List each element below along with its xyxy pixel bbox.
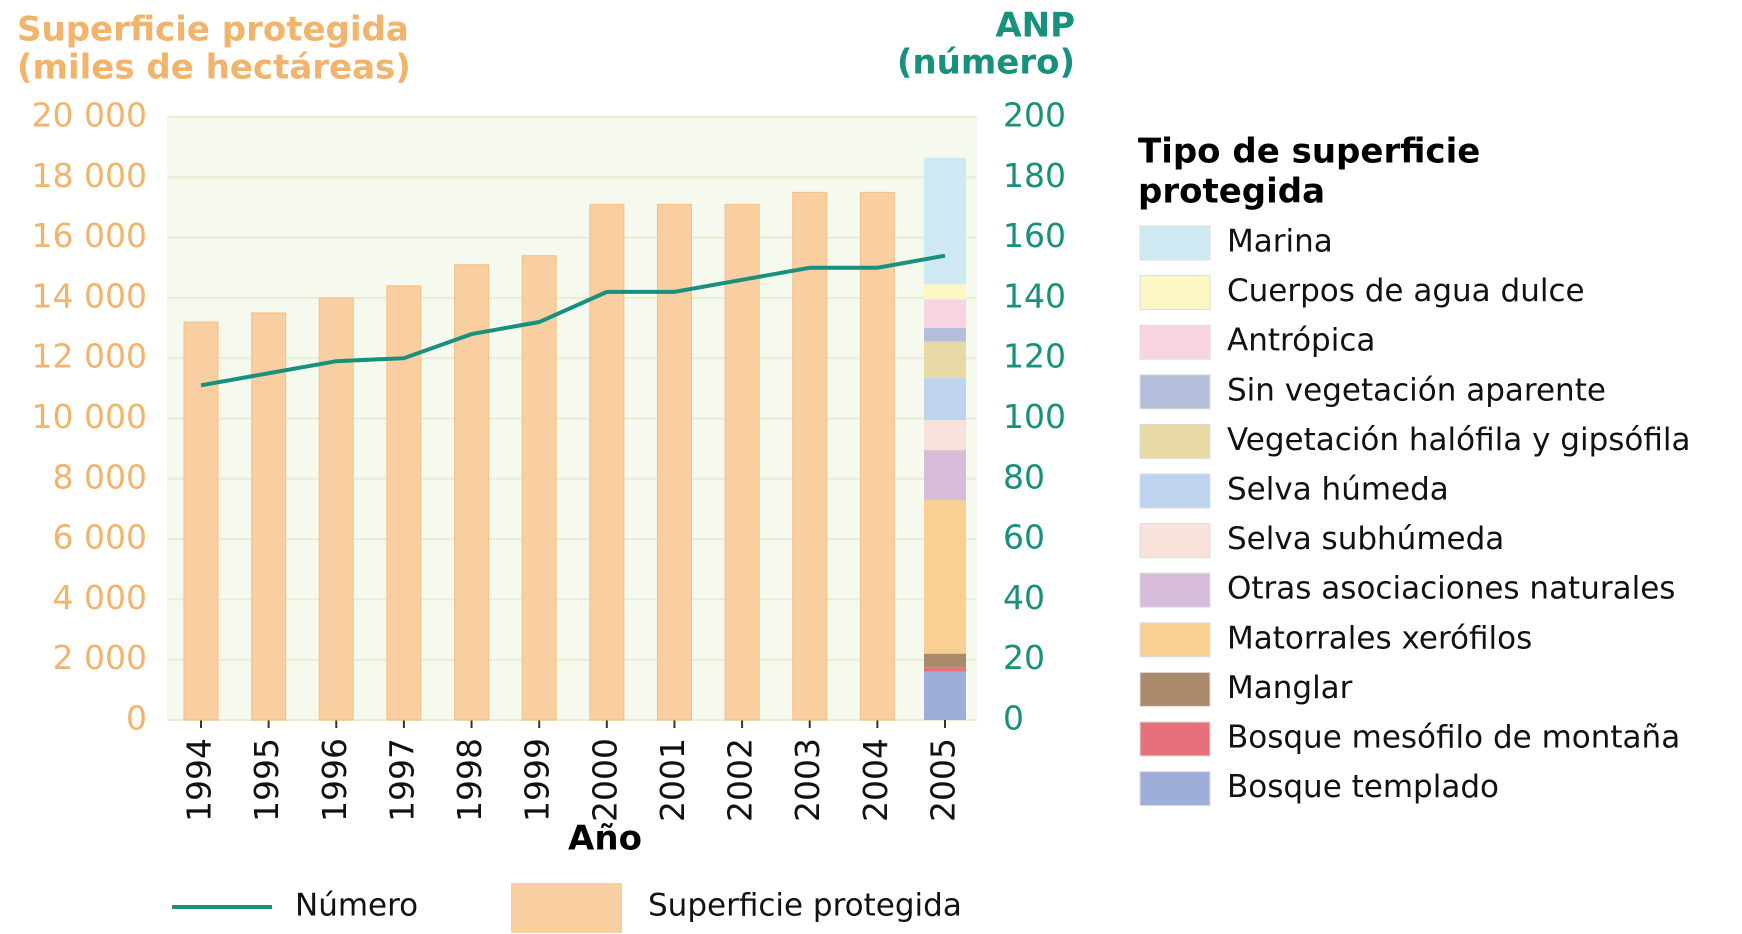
stack-segment bbox=[924, 420, 966, 451]
legend-swatch bbox=[511, 883, 622, 933]
legend-label: Número bbox=[295, 888, 418, 924]
legend-swatch bbox=[1139, 324, 1211, 360]
stack-segment bbox=[924, 157, 966, 285]
y2-tick-label: 120 bbox=[1003, 337, 1066, 376]
x-title: Año bbox=[568, 819, 642, 859]
y-tick-label: 20 000 bbox=[32, 96, 147, 135]
y2-tick-label: 80 bbox=[1003, 457, 1045, 496]
x-tick-label: 1999 bbox=[518, 738, 557, 822]
bar bbox=[859, 191, 895, 721]
stack-segment bbox=[924, 450, 966, 500]
legend-swatch bbox=[1139, 374, 1211, 410]
y2-title: (número) bbox=[897, 43, 1075, 83]
legend-label: Marina bbox=[1227, 224, 1333, 260]
bar bbox=[454, 264, 490, 721]
y2-tick-label: 60 bbox=[1003, 518, 1045, 557]
legend-swatch bbox=[1139, 572, 1211, 608]
legend-swatch bbox=[1139, 473, 1211, 509]
breakdown-title: protegida bbox=[1138, 172, 1325, 212]
y-title: Superficie protegida bbox=[17, 10, 409, 50]
x-tick-label: 2004 bbox=[856, 738, 895, 822]
y2-tick-label: 0 bbox=[1003, 699, 1024, 738]
y-tick-label: 8 000 bbox=[53, 457, 147, 496]
x-tick-label: 2003 bbox=[788, 738, 827, 822]
y-tick-label: 12 000 bbox=[32, 337, 147, 376]
legend-swatch bbox=[1139, 671, 1211, 707]
legend-swatch bbox=[1139, 721, 1211, 757]
bar bbox=[183, 321, 219, 721]
legend-label: Selva subhúmeda bbox=[1227, 521, 1504, 557]
bar bbox=[386, 285, 422, 721]
breakdown-title: Tipo de superficie bbox=[1138, 132, 1480, 172]
y-tick-label: 14 000 bbox=[32, 276, 147, 315]
x-tick-label: 2000 bbox=[585, 738, 624, 822]
legend-label: Sin vegetación aparente bbox=[1227, 372, 1606, 408]
y2-tick-label: 160 bbox=[1003, 216, 1066, 255]
legend-label: Antrópica bbox=[1227, 323, 1375, 359]
bar bbox=[589, 203, 625, 721]
legend-label: Cuerpos de agua dulce bbox=[1227, 273, 1585, 309]
bar bbox=[318, 297, 354, 721]
y-title: (miles de hectáreas) bbox=[17, 48, 411, 88]
legend-label: Superficie protegida bbox=[648, 888, 962, 924]
x-tick-label: 2005 bbox=[924, 738, 963, 822]
x-tick-label: 2002 bbox=[721, 738, 760, 822]
stack-segment bbox=[924, 653, 966, 668]
y-tick-label: 0 bbox=[126, 699, 147, 738]
x-tick-label: 1998 bbox=[450, 738, 489, 822]
y-tick-label: 6 000 bbox=[53, 518, 147, 557]
x-tick-label: 1997 bbox=[382, 738, 421, 822]
y-tick-label: 16 000 bbox=[32, 216, 147, 255]
y2-tick-label: 40 bbox=[1003, 578, 1045, 617]
legend-label: Bosque templado bbox=[1227, 769, 1499, 805]
legend-swatch bbox=[1139, 622, 1211, 658]
legend-label: Manglar bbox=[1227, 670, 1353, 706]
line bbox=[200, 253, 946, 388]
legend-label: Vegetación halófila y gipsófila bbox=[1227, 422, 1691, 458]
legend-label: Matorrales xerófilos bbox=[1227, 620, 1532, 656]
stack-segment bbox=[924, 299, 966, 329]
bar bbox=[792, 191, 828, 721]
x-tick-label: 1996 bbox=[315, 738, 354, 822]
legend-swatch bbox=[1139, 523, 1211, 559]
legend-swatch bbox=[1139, 771, 1211, 807]
stack-segment bbox=[924, 499, 966, 654]
stack-segment bbox=[924, 377, 966, 421]
x-tick-label: 1994 bbox=[180, 738, 219, 822]
y2-tick-label: 200 bbox=[1003, 96, 1066, 135]
bar bbox=[521, 255, 557, 721]
x-tick-label: 2001 bbox=[653, 738, 692, 822]
stack-segment bbox=[924, 284, 966, 300]
legend-label: Bosque mesófilo de montaña bbox=[1227, 720, 1680, 756]
y-tick-label: 2 000 bbox=[53, 638, 147, 677]
legend-label: Selva húmeda bbox=[1227, 472, 1449, 508]
bar bbox=[656, 203, 692, 721]
legend-label: Otras asociaciones naturales bbox=[1227, 571, 1675, 607]
legend-swatch bbox=[1139, 423, 1211, 459]
bar bbox=[251, 312, 287, 721]
stack-segment bbox=[924, 671, 966, 720]
y-tick-label: 18 000 bbox=[32, 156, 147, 195]
bar bbox=[724, 203, 760, 721]
y2-tick-label: 100 bbox=[1003, 397, 1066, 436]
y2-tick-label: 180 bbox=[1003, 156, 1066, 195]
y2-tick-label: 20 bbox=[1003, 638, 1045, 677]
y-tick-label: 4 000 bbox=[53, 578, 147, 617]
y2-title: ANP bbox=[995, 6, 1075, 46]
legend-swatch bbox=[1139, 225, 1211, 261]
legend-swatch bbox=[1139, 275, 1211, 311]
stack-segment bbox=[924, 328, 966, 342]
x-tick-label: 1995 bbox=[247, 738, 286, 822]
y-tick-label: 10 000 bbox=[32, 397, 147, 436]
y2-tick-label: 140 bbox=[1003, 276, 1066, 315]
stack-segment bbox=[924, 667, 966, 672]
stack-segment bbox=[924, 341, 966, 378]
